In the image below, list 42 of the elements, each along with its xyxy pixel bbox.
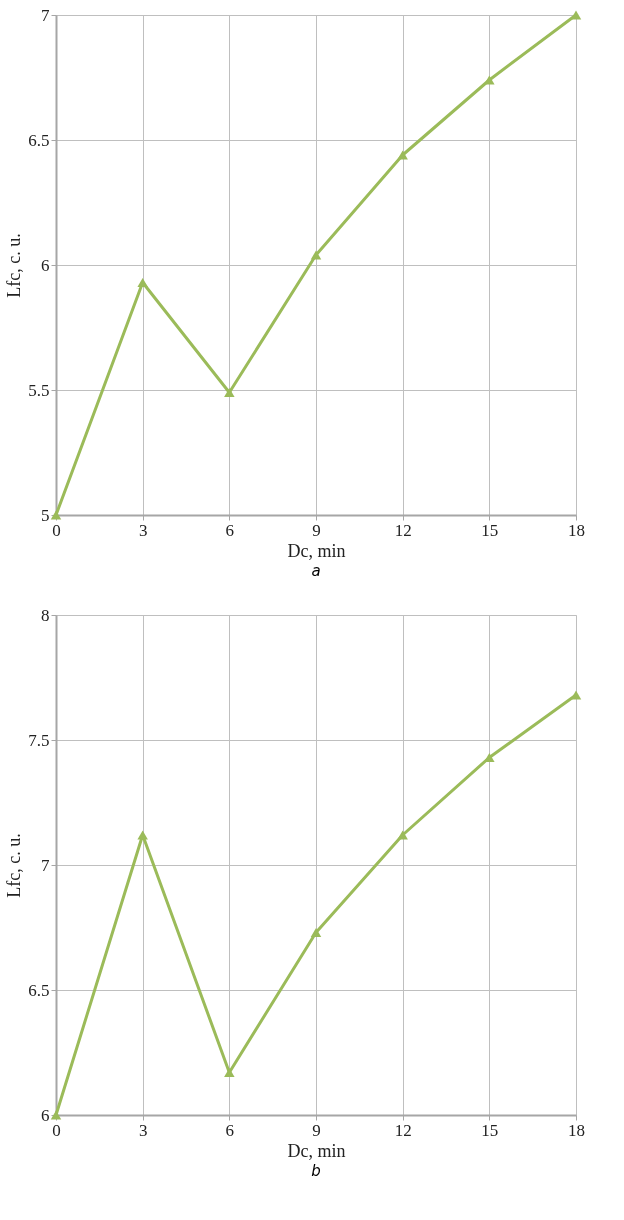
y-tick-label: 6 <box>41 1105 50 1125</box>
text: a <box>311 562 321 580</box>
y-tick-label: 6.5 <box>28 130 50 150</box>
x-tick-label: 6 <box>225 1120 235 1140</box>
x-tick-label: 0 <box>52 1120 61 1140</box>
y-tick-label: 7 <box>41 5 50 25</box>
point <box>50 510 62 520</box>
x-tick-label: 9 <box>312 1120 321 1140</box>
x-tick-label: 15 <box>481 520 499 540</box>
point <box>484 752 495 763</box>
x-axis-title: Dc, min <box>287 1140 346 1161</box>
y-tick-label: 7 <box>41 855 50 875</box>
y-tick-label: 7.5 <box>28 730 50 750</box>
x-tick-label: 12 <box>394 1120 412 1140</box>
point <box>224 1067 235 1078</box>
point <box>310 927 322 938</box>
y-axis-title: Lfc, c. u. <box>4 833 25 898</box>
point <box>137 830 148 840</box>
x-tick-label: 3 <box>138 1120 148 1140</box>
x-tick-label: 0 <box>52 520 61 540</box>
x-axis-title: Dc, min <box>287 540 346 561</box>
point <box>484 75 495 85</box>
y-tick-label: 6.5 <box>28 980 50 1000</box>
text: b <box>311 1162 321 1180</box>
point <box>397 150 408 160</box>
y-tick-label: 6 <box>41 255 50 275</box>
y-tick-label: 5 <box>41 505 50 525</box>
x-tick-label: 6 <box>225 520 235 540</box>
x-tick-label: 3 <box>138 520 148 540</box>
point <box>310 250 322 260</box>
x-tick-label: 12 <box>394 520 412 540</box>
y-tick-label: 8 <box>41 605 50 625</box>
x-tick-label: 15 <box>481 1120 499 1140</box>
point <box>224 387 235 398</box>
y-axis-title: Lfc, c. u. <box>4 233 25 298</box>
x-tick-label: 18 <box>568 1120 585 1140</box>
point <box>137 277 148 288</box>
y-tick-label: 5.5 <box>28 380 50 400</box>
point <box>50 1110 62 1120</box>
x-tick-label: 9 <box>312 520 321 540</box>
point <box>397 830 408 840</box>
x-tick-label: 18 <box>568 520 585 540</box>
